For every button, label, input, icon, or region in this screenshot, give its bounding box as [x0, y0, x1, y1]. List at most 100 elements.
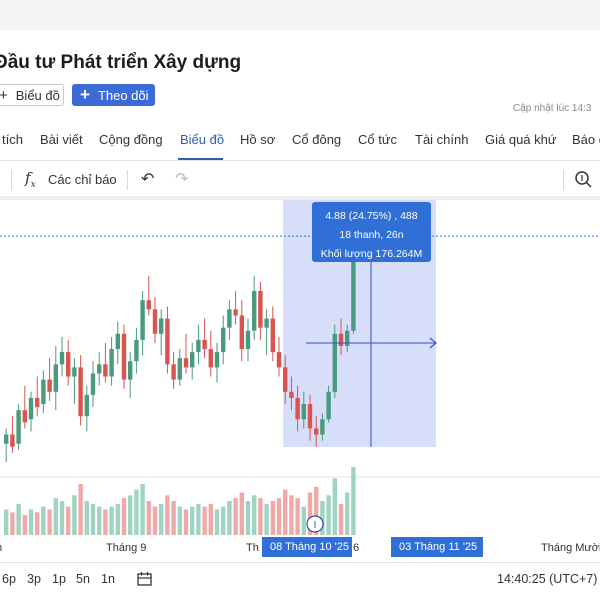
candle-body — [97, 364, 102, 374]
zoom-icon[interactable] — [574, 170, 594, 190]
tab-shareholders[interactable]: Cổ đông — [292, 132, 342, 147]
x-axis-label: Th — [246, 542, 259, 554]
candle-body — [307, 404, 313, 429]
candle-body — [134, 339, 139, 362]
bottom-bar: 6p 3p 1p 5n 1n 14:40:25 (UTC+7) — [0, 562, 600, 601]
candlestick-chart[interactable]: I — [0, 200, 600, 537]
volume-bar — [90, 503, 96, 535]
volume-bars — [4, 467, 356, 535]
volume-bar — [16, 503, 21, 535]
candle-body — [146, 300, 151, 310]
period-1m[interactable]: 1p — [52, 572, 66, 586]
volume-bar — [10, 512, 15, 535]
volume-bar — [320, 501, 325, 535]
chart-button-label: Biểu đồ — [15, 87, 60, 103]
period-6m[interactable]: 6p — [2, 572, 16, 586]
fx-icon[interactable]: fx — [25, 169, 36, 190]
tab-finance[interactable]: Tài chính — [415, 132, 469, 147]
candle-body — [345, 330, 350, 346]
follow-button[interactable]: + Theo dõi — [72, 84, 155, 106]
candle-body — [53, 364, 58, 392]
volume-bar — [183, 509, 189, 535]
updated-time: Cập nhật lúc 14:3 — [513, 103, 592, 114]
candle-body — [270, 318, 275, 353]
volume-bar — [152, 506, 158, 535]
candle-body — [109, 349, 114, 377]
candle-body — [196, 339, 201, 353]
tab-price-history[interactable]: Giá quá khứ — [485, 132, 557, 147]
tab-chart[interactable]: Biểu đồ — [180, 132, 225, 147]
volume-bar — [326, 495, 331, 535]
x-axis-label: Tháng 9 — [106, 542, 147, 554]
candle-body — [351, 245, 356, 331]
candle-body — [301, 404, 306, 420]
tab-posts[interactable]: Bài viết — [40, 132, 83, 147]
toolbar-divider — [563, 170, 564, 190]
volume-bar — [4, 509, 9, 535]
volume-bar — [22, 515, 27, 535]
volume-bar — [295, 498, 300, 535]
volume-bar — [264, 503, 269, 535]
tab-analysis[interactable]: tích — [2, 132, 23, 147]
volume-bar — [140, 484, 145, 535]
candle-body — [252, 291, 257, 331]
chart-toolbar: fx Các chỉ báo ↶ ↷ — [0, 162, 600, 200]
period-1d[interactable]: 1n — [101, 572, 115, 586]
candle-body — [66, 352, 71, 377]
candle-body — [35, 397, 40, 408]
candle-body — [295, 397, 300, 420]
tab-reports[interactable]: Báo c — [572, 132, 600, 147]
tab-profile[interactable]: Hồ sơ — [240, 132, 276, 147]
candle-body — [72, 367, 77, 377]
redo-icon[interactable]: ↷ — [175, 171, 189, 188]
period-5d[interactable]: 5n — [76, 572, 90, 586]
candle-body — [41, 379, 46, 404]
calendar-icon[interactable] — [136, 570, 154, 588]
indicators-button[interactable]: Các chỉ báo — [48, 172, 117, 187]
volume-bar — [196, 503, 201, 535]
volume-bar — [66, 506, 71, 535]
volume-bar — [159, 503, 164, 535]
tooltip-volume: Khối lượng 176.264M — [320, 248, 423, 260]
tab-bar: tích Bài viết Cộng đồng Biểu đồ Hồ sơ Cổ… — [0, 124, 600, 161]
candle-body — [140, 300, 145, 340]
tab-dividends[interactable]: Cổ tức — [358, 132, 398, 147]
volume-bar — [252, 495, 257, 535]
candle-body — [84, 394, 89, 417]
volume-bar — [109, 506, 114, 535]
candle-body — [10, 434, 15, 447]
range-end-label[interactable]: 03 Tháng 11 '25 — [391, 537, 483, 557]
volume-bar — [289, 495, 294, 535]
volume-bar — [115, 503, 120, 535]
volume-bar — [283, 489, 288, 535]
candle-body — [239, 315, 244, 350]
volume-bar — [35, 512, 40, 535]
volume-bar — [227, 501, 232, 535]
undo-icon[interactable]: ↶ — [141, 171, 155, 188]
event-marker[interactable] — [306, 515, 324, 533]
crosshair-arrow-icon — [429, 337, 437, 349]
candle-body — [177, 358, 182, 380]
plus-icon: + — [80, 85, 90, 104]
tab-community[interactable]: Cộng đồng — [99, 132, 163, 147]
volume-bar — [97, 506, 102, 535]
top-strip — [0, 0, 600, 30]
volume-bar — [307, 492, 313, 535]
candle-body — [289, 391, 294, 398]
volume-bar — [258, 498, 263, 535]
candle-body — [276, 352, 282, 368]
volume-bar — [47, 509, 52, 535]
volume-bar — [171, 501, 176, 535]
volume-bar — [177, 506, 182, 535]
candle-body — [202, 339, 207, 350]
period-3m[interactable]: 3p — [27, 572, 41, 586]
volume-bar — [53, 498, 58, 535]
volume-bar — [314, 486, 319, 535]
volume-bar — [239, 492, 244, 535]
range-start-label[interactable]: 08 Tháng 10 '25 — [262, 537, 352, 557]
follow-button-label: Theo dõi — [97, 87, 149, 103]
volume-bar — [103, 509, 108, 535]
volume-bar — [345, 492, 350, 535]
chart-button[interactable]: + Biểu đồ — [0, 84, 64, 106]
candle-body — [314, 428, 319, 435]
